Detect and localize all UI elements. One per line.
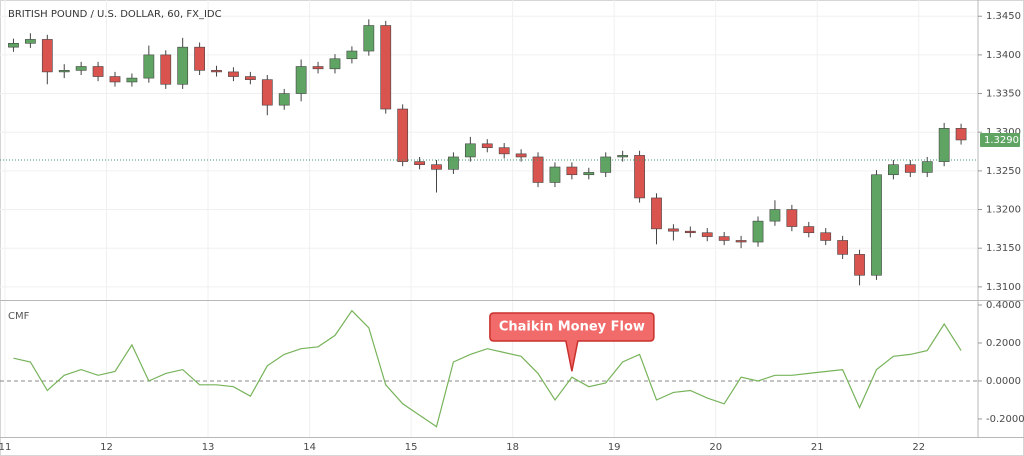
indicator-title: CMF: [8, 311, 30, 322]
candle-body: [955, 128, 967, 141]
candle-body: [464, 143, 476, 158]
x-tick-label: 11: [0, 442, 11, 453]
candle-body: [380, 25, 392, 110]
candle-body: [786, 209, 798, 227]
candle-body: [58, 70, 70, 73]
candle-body: [8, 42, 19, 48]
candle-body: [143, 54, 155, 79]
x-tick-label: 19: [608, 442, 621, 453]
axes: 1.3450 1.3400 1.3350 1.3300 1.3250 1.3200 1.31…: [0, 11, 1024, 453]
last-price-label: 1.3290: [984, 135, 1019, 146]
candle-body: [75, 66, 87, 71]
candle-body: [228, 71, 239, 77]
candle-body: [769, 209, 781, 222]
candle-body: [211, 70, 222, 73]
candle-body: [346, 50, 358, 60]
candle-body: [651, 197, 662, 230]
last-price-box: [980, 132, 1020, 147]
candle-body: [261, 79, 273, 106]
candle-body: [837, 240, 849, 255]
candle-body: [684, 230, 696, 234]
x-tick-label: 12: [100, 442, 113, 453]
x-tick-label: 15: [405, 442, 418, 453]
y-tick-label: 1.3400: [986, 50, 1021, 61]
candle-body: [295, 66, 307, 94]
annotation-callout: [489, 312, 655, 372]
candle-body: [414, 161, 425, 165]
plot-area: Chaikin Money Flow: [0, 19, 978, 428]
x-tick-label: 21: [811, 442, 824, 453]
y-tick-label: 1.3100: [986, 282, 1021, 293]
y-tick-label: 1.3250: [986, 166, 1021, 177]
candle-body: [194, 46, 205, 71]
candle-body: [701, 232, 713, 237]
y-tick-label: 0.4000: [986, 300, 1021, 311]
y-tick-label: 0.0000: [986, 376, 1021, 387]
candle-body: [803, 226, 815, 234]
candle-body: [498, 147, 510, 155]
candle-body: [532, 156, 544, 183]
y-tick-label: 1.3150: [986, 243, 1021, 254]
candle-body: [278, 93, 290, 106]
candle-body: [718, 236, 730, 241]
candle-body: [634, 155, 645, 199]
y-tick-label: 0.2000: [986, 338, 1021, 349]
y-tick-label: 1.3450: [986, 11, 1021, 22]
candle-body: [549, 166, 561, 183]
candle-body: [177, 46, 189, 85]
candle-body: [363, 25, 375, 52]
candle-body: [735, 240, 747, 243]
candle-body: [904, 164, 916, 173]
candle-body: [25, 39, 36, 44]
candle-body: [329, 58, 341, 70]
candle-body: [41, 39, 53, 73]
candle-body: [431, 164, 442, 170]
candle-body: [566, 166, 578, 176]
chart-title: BRITISH POUND / U.S. DOLLAR, 60, FX_IDC: [8, 9, 222, 20]
candle-body: [600, 156, 612, 173]
candle-body: [312, 66, 324, 70]
candle-body: [481, 143, 493, 148]
candle-body: [244, 76, 256, 80]
x-tick-label: 20: [709, 442, 722, 453]
x-tick-label: 14: [303, 442, 316, 453]
candle-body: [752, 220, 764, 243]
y-tick-label: -0.2000: [986, 414, 1024, 425]
y-tick-label: 1.3350: [986, 89, 1021, 100]
candle-body: [668, 228, 679, 232]
x-tick-label: 18: [506, 442, 519, 453]
y-tick-label: 1.3200: [986, 205, 1021, 216]
x-tick-label: 13: [202, 442, 215, 453]
x-tick-label: 22: [912, 442, 925, 453]
candle-body: [448, 156, 459, 170]
candle-body: [109, 76, 121, 83]
candle-body: [871, 174, 882, 276]
candle-body: [938, 128, 950, 162]
candle-body: [397, 108, 409, 162]
candle-body: [583, 172, 595, 176]
cmf-line: [13, 309, 962, 428]
candle-body: [160, 54, 172, 85]
candle-body: [92, 66, 104, 77]
y-tick-label: 1.3300: [986, 127, 1021, 138]
candle-body: [617, 155, 629, 158]
candle-body: [126, 77, 138, 83]
candle-body: [921, 161, 933, 173]
candle-body: [515, 153, 527, 158]
annotation-text: Chaikin Money Flow: [499, 320, 645, 335]
candle-body: [820, 232, 832, 241]
candle-body: [888, 164, 899, 176]
candle-body: [854, 254, 865, 276]
